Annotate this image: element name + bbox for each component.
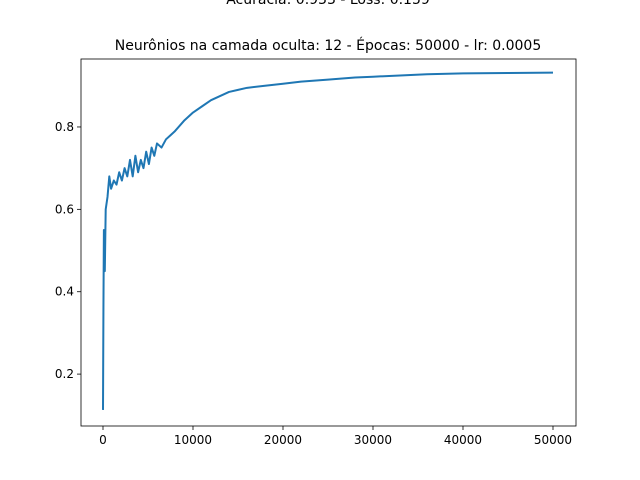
x-tick-label: 0 bbox=[99, 433, 107, 447]
plot-frame bbox=[80, 58, 577, 427]
y-tick-label: 0.4 bbox=[55, 285, 74, 299]
y-tick-label: 0.2 bbox=[55, 367, 74, 381]
x-tick-label: 40000 bbox=[444, 433, 482, 447]
data-line bbox=[102, 71, 554, 410]
chart-title: Neurônios na camada oculta: 12 - Épocas:… bbox=[115, 37, 541, 54]
x-tick-label: 20000 bbox=[264, 433, 302, 447]
x-tick-label: 50000 bbox=[534, 433, 572, 447]
figure-title: Acurácia: 0.933 - Loss: 0.159 bbox=[226, 0, 430, 8]
y-tick-label: 0.6 bbox=[55, 202, 74, 216]
x-tick-label: 10000 bbox=[174, 433, 212, 447]
y-tick-label: 0.8 bbox=[55, 120, 74, 134]
x-tick-label: 30000 bbox=[354, 433, 392, 447]
